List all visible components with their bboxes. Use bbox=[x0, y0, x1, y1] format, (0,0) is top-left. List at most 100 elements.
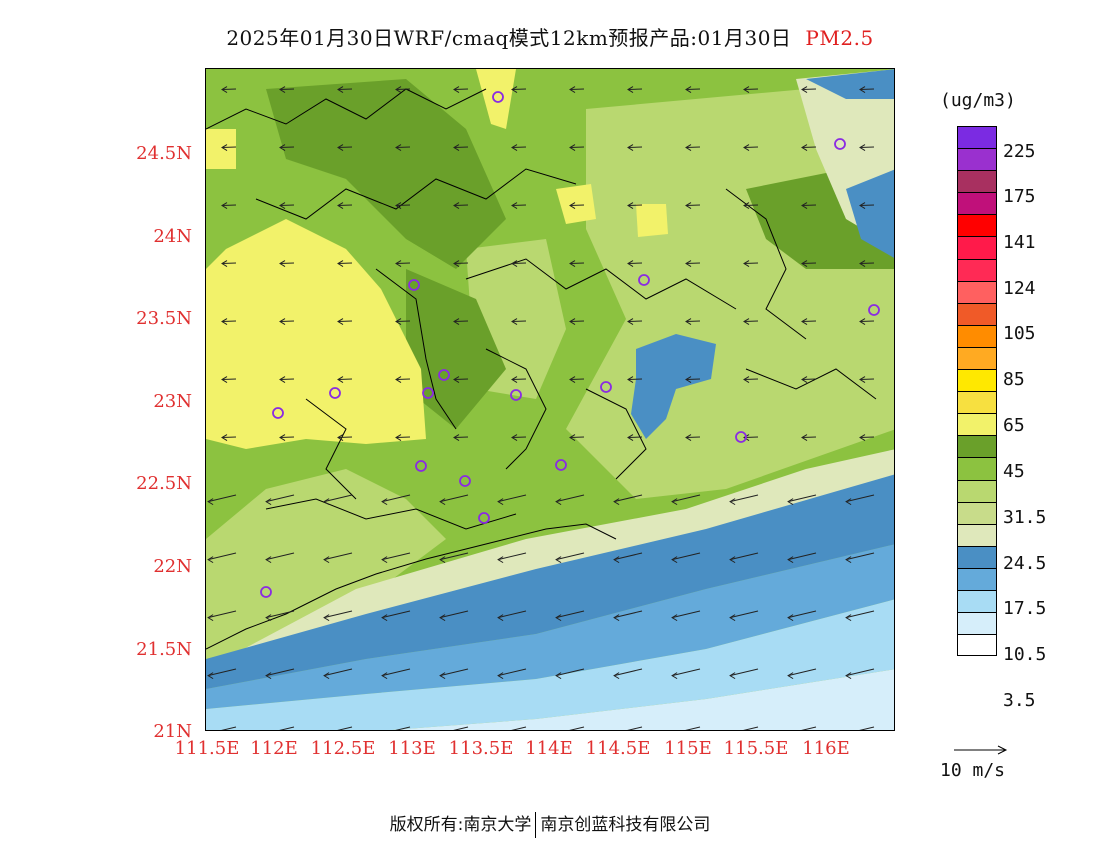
wind-vector-head bbox=[569, 318, 576, 325]
wind-vector-head bbox=[859, 144, 866, 151]
colorbar-swatch bbox=[957, 148, 997, 171]
wind-vector bbox=[802, 262, 817, 265]
wind-vector-head bbox=[497, 498, 504, 506]
wind-vector-head bbox=[453, 144, 460, 151]
lat-tick: 21.5N bbox=[136, 639, 192, 660]
wind-reference-label: 10 m/s bbox=[940, 760, 1006, 781]
wind-vector bbox=[570, 320, 585, 323]
station-marker bbox=[510, 389, 522, 401]
yellow-area-mid-2 bbox=[636, 204, 668, 237]
wind-vector bbox=[497, 494, 527, 503]
wind-vector-head bbox=[845, 498, 852, 506]
wind-vector-head bbox=[743, 86, 750, 93]
wind-vector bbox=[787, 552, 817, 561]
wind-vector-head bbox=[279, 260, 286, 267]
wind-vector-head bbox=[613, 614, 620, 622]
wind-vector-head bbox=[801, 318, 808, 325]
wind-vector bbox=[570, 378, 585, 381]
wind-vector bbox=[613, 668, 643, 677]
wind-vector bbox=[686, 88, 701, 91]
wind-vector-head bbox=[671, 556, 678, 564]
wind-vector bbox=[860, 320, 875, 323]
wind-vector bbox=[555, 552, 585, 561]
wind-vector-head bbox=[743, 202, 750, 209]
wind-vector bbox=[395, 726, 411, 730]
wind-vector-head bbox=[381, 498, 388, 506]
wind-vector-head bbox=[613, 672, 620, 680]
station-marker bbox=[478, 512, 490, 524]
wind-vector bbox=[628, 88, 643, 91]
wind-vector bbox=[222, 204, 237, 207]
ocean-band-light bbox=[206, 599, 894, 730]
wind-vector bbox=[787, 494, 817, 503]
colorbar-label: 10.5 bbox=[1003, 644, 1047, 665]
wind-vector bbox=[570, 146, 585, 149]
wind-vector-head bbox=[511, 86, 518, 93]
wind-vector bbox=[729, 668, 759, 677]
wind-vector bbox=[453, 726, 469, 730]
wind-vector-head bbox=[323, 614, 330, 622]
wind-vector-head bbox=[569, 86, 576, 93]
wind-vector bbox=[555, 494, 585, 503]
wind-vector-head bbox=[511, 376, 518, 383]
wind-vector bbox=[323, 494, 353, 503]
lon-tick: 112.5E bbox=[310, 738, 376, 759]
wind-vector bbox=[744, 262, 759, 265]
station-marker bbox=[272, 407, 284, 419]
wind-vector bbox=[555, 668, 585, 677]
wind-vector bbox=[338, 88, 353, 91]
footer-divider bbox=[535, 812, 537, 838]
wind-vector-head bbox=[859, 260, 866, 267]
wind-vector-head bbox=[729, 672, 736, 680]
wind-vector-head bbox=[627, 434, 634, 441]
lon-tick: 114.5E bbox=[585, 738, 651, 759]
wind-vector-head bbox=[627, 376, 634, 383]
colorbar-swatch bbox=[957, 236, 997, 259]
station-marker bbox=[260, 586, 272, 598]
colorbar bbox=[957, 126, 997, 657]
wind-vector-head bbox=[743, 260, 750, 267]
wind-vector bbox=[744, 204, 759, 207]
lat-tick: 22N bbox=[153, 556, 192, 577]
wind-vector-head bbox=[859, 318, 866, 325]
wind-vector-head bbox=[337, 86, 344, 93]
colorbar-label: 24.5 bbox=[1003, 553, 1047, 574]
colorbar-swatch bbox=[957, 523, 997, 546]
wind-vector-head bbox=[395, 202, 402, 209]
wind-reference-arrow bbox=[954, 745, 1008, 755]
wind-vector-head bbox=[845, 556, 852, 564]
wind-vector-head bbox=[685, 318, 692, 325]
wind-vector bbox=[454, 320, 469, 323]
colorbar-label: 31.5 bbox=[1003, 507, 1047, 528]
wind-vector bbox=[570, 204, 585, 207]
wind-vector bbox=[280, 146, 295, 149]
wind-vector-head bbox=[801, 376, 808, 383]
wind-vector bbox=[207, 494, 237, 503]
wind-vector bbox=[744, 320, 759, 323]
wind-vector bbox=[744, 146, 759, 149]
wind-vector bbox=[265, 668, 295, 677]
wind-vector-head bbox=[221, 376, 228, 383]
wind-vector-head bbox=[801, 86, 808, 93]
wind-vector-head bbox=[685, 434, 692, 441]
wind-vector bbox=[396, 436, 411, 439]
wind-vector bbox=[686, 436, 701, 439]
admin-boundaries bbox=[206, 88, 877, 650]
wind-vector-head bbox=[511, 434, 518, 441]
wind-vector-head bbox=[801, 434, 808, 441]
colorbar-swatch bbox=[957, 391, 997, 414]
dark-green-area bbox=[266, 79, 506, 269]
wind-vector bbox=[845, 494, 875, 503]
wind-vector-head bbox=[569, 260, 576, 267]
title-text: 2025年01月30日WRF/cmaq模式12km预报产品:01月30日 bbox=[226, 26, 792, 50]
station-marker bbox=[422, 387, 434, 399]
wind-vector-head bbox=[221, 318, 228, 325]
station-marker bbox=[415, 460, 427, 472]
wind-vector bbox=[570, 262, 585, 265]
wind-vector bbox=[555, 610, 585, 619]
wind-vector bbox=[280, 88, 295, 91]
wind-vector bbox=[265, 610, 295, 619]
colorbar-label: 85 bbox=[1003, 369, 1025, 390]
colorbar-unit: (ug/m3) bbox=[940, 90, 1016, 111]
wind-vector-head bbox=[569, 376, 576, 383]
